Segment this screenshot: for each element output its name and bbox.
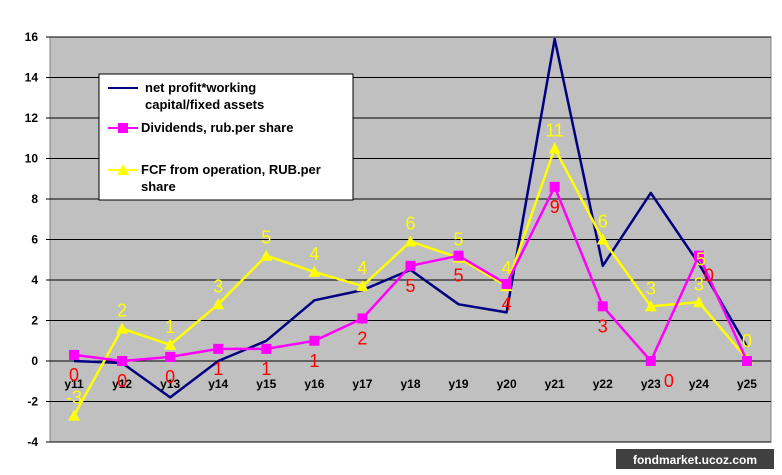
dividends-point [645,356,656,366]
dividends-data-label: 1 [309,351,319,371]
x-tick-label: y22 [593,377,613,391]
legend: net profit*working capital/fixed assets … [98,73,354,201]
y-tick-label: -2 [27,395,38,409]
extra-data-label: 5 [696,250,706,270]
y-tick-label: 10 [25,152,39,166]
y-tick-label: 0 [31,354,38,368]
fcf-data-label: 4 [502,258,512,278]
dividends-point [69,349,80,360]
dividends-point [597,301,608,312]
y-axis-ticks: -4 -2 0 2 4 6 8 10 12 14 16 [25,30,50,449]
y-tick-label: 2 [31,314,38,328]
fcf-point [164,338,177,350]
x-tick-label: y11 [64,377,84,391]
y-tick-label: -4 [27,435,38,449]
dividends-point [309,335,320,346]
watermark: fondmarket.ucoz.com [633,453,757,467]
fcf-data-label: 0 [742,331,752,351]
dividends-point [117,356,128,366]
dividends-point [501,279,512,290]
dividends-data-label: 0 [117,371,127,391]
x-tick-label: y25 [737,377,757,391]
dividends-data-label: 3 [598,316,608,336]
fcf-data-label: 5 [261,228,271,248]
y-tick-label: 12 [25,111,39,125]
legend-label-fcf-line1: FCF from operation, RUB.per [141,162,321,177]
fcf-point [548,142,561,154]
fcf-data-label: 5 [454,230,464,250]
dividends-data-label: 2 [357,328,367,348]
y-tick-label: 6 [31,233,38,247]
dividends-point [261,343,272,354]
dividends-point [357,313,368,324]
legend-label-net-profit-line1: net profit*working [145,80,256,95]
fcf-point [404,235,417,247]
fcf-point [116,322,129,334]
x-tick-label: y17 [352,377,372,391]
fcf-data-label: 4 [309,244,319,264]
dividends-data-label: 4 [502,294,512,314]
fcf-point [68,409,81,421]
fcf-data-label: 2 [117,301,127,321]
dividends-data-label: 0 [165,367,175,387]
fcf-point [260,249,273,261]
x-tick-label: y13 [160,377,180,391]
fcf-point [692,296,705,308]
dividends-data-label: 0 [664,371,674,391]
fcf-data-label: -3 [66,388,82,408]
dividends-point [741,356,752,366]
legend-marker-fcf [117,164,129,175]
fcf-data-label: 11 [545,120,564,140]
watermark-background [616,449,774,469]
fcf-point [644,300,657,312]
legend-box [98,73,354,201]
fcf-data-label: 6 [598,212,608,232]
y-tick-label: 8 [31,192,38,206]
fcf-point [356,280,369,292]
dividends-point [453,250,464,261]
legend-label-fcf-line2: share [141,179,176,194]
x-tick-label: y19 [449,377,469,391]
dividends-data-label: 0 [69,365,79,385]
fcf-data-label: 4 [357,258,367,278]
y-tick-label: 4 [31,273,38,287]
dividends-point [549,181,560,192]
fcf-point [596,233,609,245]
x-tick-label: y23 [641,377,661,391]
x-tick-label: y12 [112,377,132,391]
x-tick-label: y16 [304,377,324,391]
y-tick-label: 16 [25,30,39,44]
fcf-data-label: 3 [694,274,704,294]
dividends-point [693,250,704,261]
dividends-data-label: 5 [405,276,415,296]
fcf-data-label: 3 [646,278,656,298]
y-tick-label: 14 [25,71,39,85]
x-tick-label: y15 [256,377,276,391]
dividends-data-label: 5 [454,266,464,286]
series-lines [68,37,753,421]
fcf-data-label: 6 [405,214,415,234]
dividends-data-label: 1 [261,359,271,379]
dividends-data-label: 9 [550,197,560,217]
x-tick-label: y21 [545,377,565,391]
legend-label-dividends: Dividends, rub.per share [141,120,293,135]
x-tick-label: y18 [400,377,420,391]
dividends-data-label: 0 [704,266,714,286]
dividends-point [165,351,176,362]
dividends-point [213,343,224,354]
x-tick-label: y24 [689,377,709,391]
fcf-point [308,265,321,277]
legend-marker-dividends [118,123,128,133]
fcf-data-label: 3 [213,276,223,296]
legend-label-net-profit-line2: capital/fixed assets [145,97,264,112]
fcf-data-label: 1 [165,317,175,337]
x-tick-label: y20 [497,377,517,391]
x-axis-ticks: y11 y12 y13 y14 y15 y16 y17 y18 y19 y20 y21 y22 y23 y… [64,377,757,391]
fcf-point [212,298,225,310]
dividends-point [405,260,416,271]
dividends-data-label: 1 [213,359,223,379]
x-tick-label: y14 [208,377,228,391]
